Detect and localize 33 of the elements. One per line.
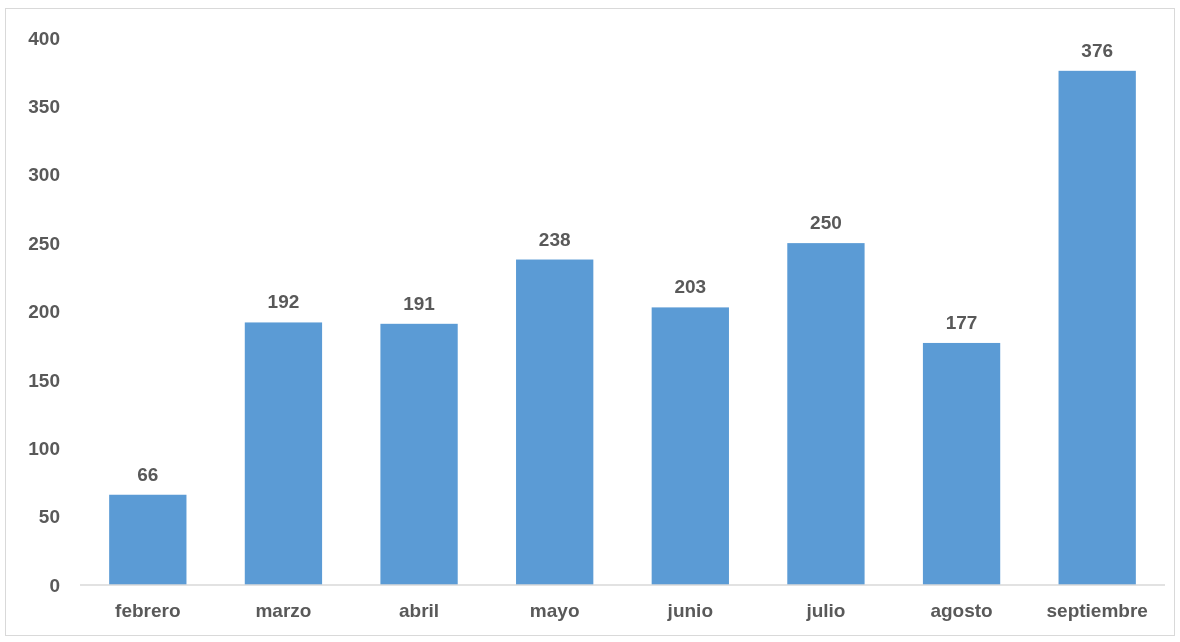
y-tick-label: 200: [28, 301, 60, 323]
y-tick-label: 250: [28, 232, 60, 254]
x-tick-label: julio: [805, 600, 846, 621]
bar: [1058, 70, 1136, 585]
data-label: 250: [810, 212, 842, 234]
bar: [516, 259, 594, 585]
x-tick-label: mayo: [529, 600, 580, 621]
x-tick-label: febrero: [115, 600, 181, 621]
x-tick-label: agosto: [930, 600, 993, 621]
x-tick-label: abril: [399, 600, 440, 621]
bar: [651, 307, 729, 585]
bar: [380, 323, 458, 585]
y-tick-label: 50: [38, 506, 60, 528]
bar: [787, 243, 865, 585]
y-tick-label: 400: [28, 27, 60, 49]
data-label: 177: [945, 311, 978, 333]
x-tick-label: junio: [666, 600, 714, 621]
x-tick-label: marzo: [255, 600, 312, 621]
y-tick-label: 150: [28, 369, 60, 391]
bar: [922, 342, 1001, 585]
bar: [244, 322, 323, 585]
x-tick-label: septiembre: [1046, 600, 1148, 621]
data-label: 191: [403, 292, 436, 314]
data-label: 192: [267, 291, 300, 313]
y-tick-label: 100: [28, 437, 60, 459]
bar: [109, 494, 187, 585]
data-label: 66: [137, 463, 159, 485]
y-tick-label: 350: [28, 96, 60, 118]
data-label: 238: [538, 228, 571, 250]
data-label: 376: [1081, 39, 1114, 61]
data-label: 203: [674, 276, 707, 298]
y-tick-label: 300: [28, 164, 60, 186]
y-tick-label: 0: [49, 574, 60, 596]
